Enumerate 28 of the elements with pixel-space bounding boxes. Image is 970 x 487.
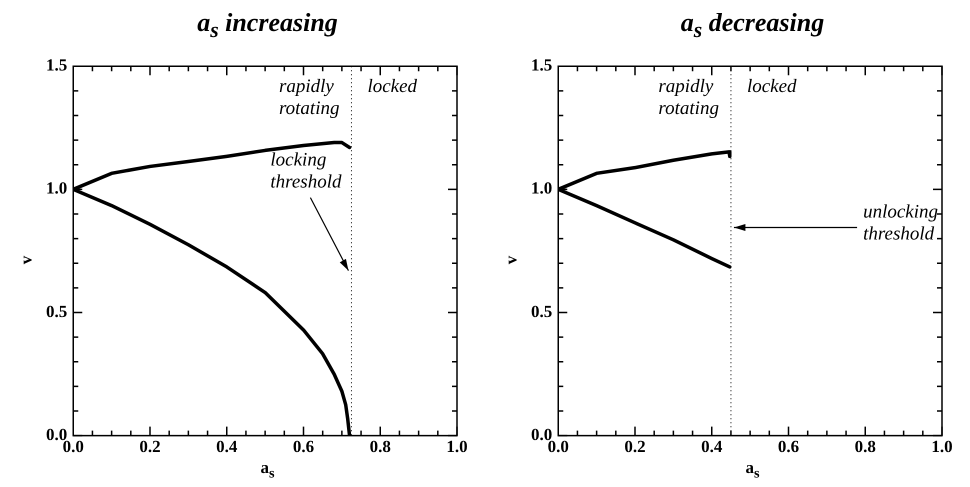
annotation: rapidly rotating [658, 76, 719, 120]
y-tick-label: 1.0 [46, 178, 68, 198]
x-tick-label: 0.6 [778, 437, 800, 456]
x-axis-title: a$_{s}$ [259, 458, 276, 482]
y-tick-label: 0.5 [46, 302, 68, 321]
y-tick-label: 1.5 [46, 56, 68, 75]
y-tick-label: 1.5 [531, 56, 552, 75]
y-tick-label: 1.0 [531, 178, 552, 198]
x-tick-label: 0.4 [216, 437, 238, 456]
x-tick-label: 1.0 [446, 437, 468, 456]
chart-title: a$_{s}$ increasing [196, 8, 339, 44]
y-tick-label: 0.5 [531, 302, 552, 321]
x-tick-label: 0.8 [854, 437, 876, 456]
annotation: rapidly rotating [278, 76, 340, 120]
x-tick-label: 0.6 [292, 437, 314, 456]
annotation: locked [367, 76, 418, 98]
x-tick-label: 1.0 [931, 437, 953, 456]
y-axis-title: v [16, 256, 36, 264]
annotation: locked [746, 76, 798, 98]
annotation: unlocking threshold [863, 202, 938, 245]
annotation: locking threshold [270, 150, 342, 193]
y-axis-title: v [501, 256, 522, 264]
x-axis-title: a$_{s}$ [744, 458, 760, 482]
x-tick-label: 0.8 [370, 437, 391, 456]
x-tick-label: 0.4 [701, 437, 723, 456]
chart-title: a$_{s}$ decreasing [680, 8, 826, 44]
x-tick-label: 0.2 [624, 437, 646, 456]
x-tick-label: 0.2 [139, 437, 161, 456]
